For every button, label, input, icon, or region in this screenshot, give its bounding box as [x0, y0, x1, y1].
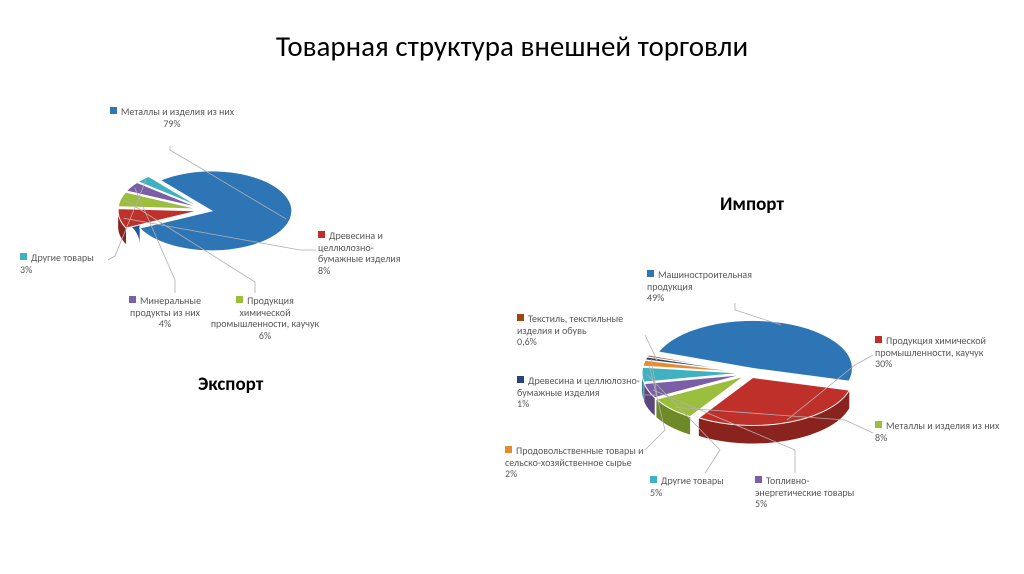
legend-text: Другие товары	[31, 251, 94, 264]
subtitle-export: Экспорт	[198, 373, 263, 396]
legend-marker	[647, 270, 654, 277]
legend-marker	[129, 296, 136, 303]
legend-text: Древесина и целлюлозно-бумажные изделия	[318, 229, 400, 265]
export-label-0: Металлы и изделия из них 79%	[102, 106, 242, 129]
export-label-3: Минеральные продукты из них 4%	[115, 295, 215, 330]
legend-text: Топливно-энергетические товары	[755, 474, 854, 499]
legend-marker	[236, 296, 243, 303]
import-label-4: Другие товары 5%	[650, 475, 750, 498]
legend-text: Минеральные продукты из них	[130, 294, 201, 319]
legend-marker	[650, 476, 657, 483]
import-label-6: Древесина и целлюлозно-бумажные изделия …	[517, 375, 647, 410]
legend-text: Продовольственные товары и сельско-хозяй…	[505, 444, 644, 469]
page-title: Товарная структура внешней торговли	[0, 28, 1024, 64]
legend-value: 49%	[647, 292, 792, 304]
legend-text: Машиностроительная продукция	[647, 268, 752, 293]
legend-marker	[517, 314, 524, 321]
legend-value: 4%	[115, 318, 215, 330]
legend-text: Текстиль, текстильные изделия и обувь	[517, 312, 623, 337]
legend-value: 2%	[505, 468, 645, 480]
legend-text: Древесина и целлюлозно-бумажные изделия	[517, 374, 640, 399]
export-label-1: Древесина и целлюлозно-бумажные изделия …	[318, 230, 418, 276]
export-label-4: Другие товары 3%	[20, 252, 110, 275]
import-label-3: Топливно-энергетические товары 5%	[755, 475, 875, 510]
legend-value: 0,6%	[517, 336, 647, 348]
export-label-2: Продукция химической промышленности, кау…	[210, 295, 320, 341]
legend-value: 79%	[102, 118, 242, 130]
legend-marker	[875, 421, 882, 428]
legend-value: 8%	[318, 265, 418, 277]
import-label-1: Продукция химической промышленности, кау…	[875, 335, 1015, 370]
legend-value: 6%	[210, 330, 320, 342]
import-label-7: Текстиль, текстильные изделия и обувь 0,…	[517, 313, 647, 348]
legend-marker	[517, 376, 524, 383]
legend-marker	[318, 231, 325, 238]
legend-value: 8%	[875, 432, 1010, 444]
legend-marker	[755, 476, 762, 483]
import-label-5: Продовольственные товары и сельско-хозяй…	[505, 445, 645, 480]
legend-value: 5%	[650, 487, 750, 499]
import-label-2: Металлы и изделия из них 8%	[875, 420, 1010, 443]
legend-text: Металлы и изделия из них	[886, 419, 999, 432]
legend-value: 3%	[20, 264, 110, 276]
legend-marker	[505, 446, 512, 453]
subtitle-import: Импорт	[720, 193, 784, 216]
legend-marker	[20, 253, 27, 260]
legend-value: 5%	[755, 498, 875, 510]
import-label-0: Машиностроительная продукция 49%	[647, 269, 792, 304]
legend-value: 30%	[875, 358, 1015, 370]
legend-value: 1%	[517, 398, 647, 410]
export-chart: Металлы и изделия из них 79% Древесина и…	[20, 100, 420, 370]
legend-text: Продукция химической промышленности, кау…	[875, 334, 986, 359]
legend-text: Продукция химической промышленности, кау…	[211, 294, 319, 330]
legend-marker	[875, 336, 882, 343]
import-chart: Машиностроительная продукция 49% Продукц…	[435, 255, 1015, 555]
legend-text: Другие товары	[661, 474, 724, 487]
legend-marker	[110, 107, 117, 114]
